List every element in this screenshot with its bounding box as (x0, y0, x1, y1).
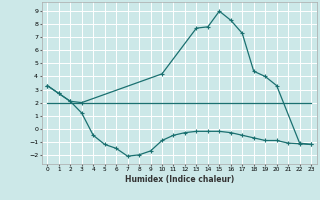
X-axis label: Humidex (Indice chaleur): Humidex (Indice chaleur) (124, 175, 234, 184)
